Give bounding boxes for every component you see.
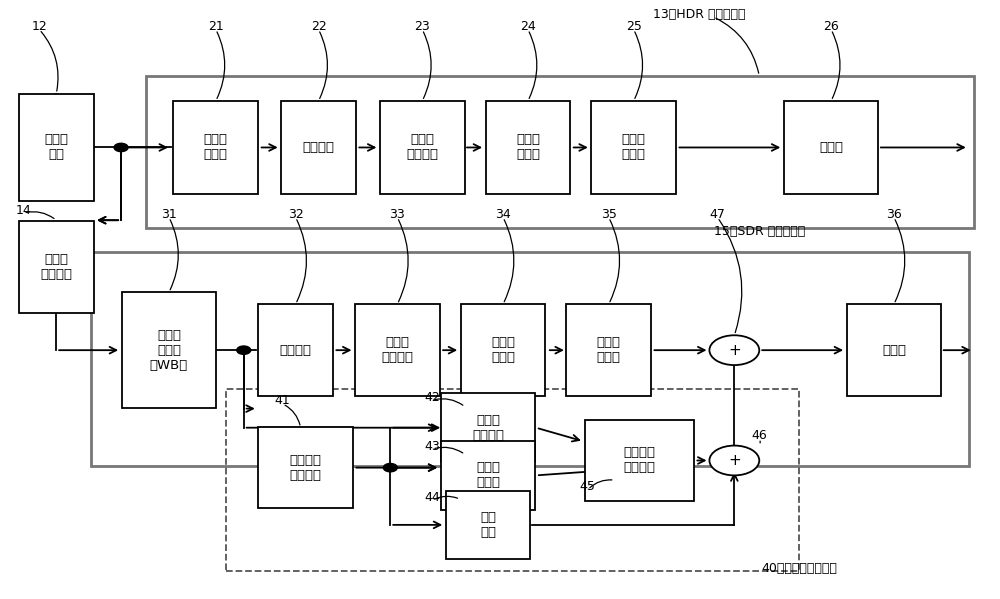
Text: 32: 32: [288, 208, 303, 222]
Text: 24: 24: [520, 20, 536, 33]
Text: 放大
单元: 放大 单元: [480, 511, 496, 539]
Circle shape: [114, 143, 128, 152]
Circle shape: [709, 335, 759, 365]
Bar: [380, 101, 465, 193]
Text: 13（HDR 处理单元）: 13（HDR 处理单元）: [653, 8, 746, 21]
Text: 格式器: 格式器: [882, 344, 906, 356]
Text: 44: 44: [424, 491, 440, 504]
Text: 伽玛校
正单元: 伽玛校 正单元: [622, 134, 646, 162]
Bar: [784, 101, 878, 193]
Text: 34: 34: [495, 208, 511, 222]
Text: 21: 21: [208, 20, 224, 33]
Bar: [258, 428, 353, 508]
Text: 边缘增强
处理单元: 边缘增强 处理单元: [624, 446, 656, 474]
Circle shape: [709, 446, 759, 476]
Text: 26: 26: [823, 20, 839, 33]
Bar: [91, 252, 969, 467]
Text: 25: 25: [626, 20, 642, 33]
Text: +: +: [728, 453, 741, 468]
Text: 边缘提
取单元: 边缘提 取单元: [476, 461, 500, 489]
Text: 40（校正处理单元）: 40（校正处理单元）: [761, 562, 837, 576]
Bar: [441, 394, 535, 462]
Circle shape: [383, 464, 397, 472]
Text: 22: 22: [311, 20, 326, 33]
Bar: [847, 304, 941, 397]
Text: 对比度
提取单元: 对比度 提取单元: [472, 414, 504, 441]
Text: 23: 23: [414, 20, 430, 33]
Text: 15（SDR 处理单元）: 15（SDR 处理单元）: [714, 225, 805, 238]
Text: 46: 46: [751, 429, 767, 442]
Text: 14: 14: [15, 204, 31, 217]
Bar: [281, 101, 356, 193]
Text: 细节处
理单元: 细节处 理单元: [516, 134, 540, 162]
Text: 增益调
节单元: 增益调 节单元: [204, 134, 228, 162]
Text: 42: 42: [424, 391, 440, 404]
Text: 拐点处
理单元: 拐点处 理单元: [491, 336, 515, 364]
Text: 33: 33: [389, 208, 405, 222]
Text: 增益调
节单元
（WB）: 增益调 节单元 （WB）: [150, 329, 188, 371]
Text: 伽玛校
正单元: 伽玛校 正单元: [597, 336, 621, 364]
Text: 黑电平
校正单元: 黑电平 校正单元: [406, 134, 438, 162]
Bar: [461, 304, 545, 397]
Text: 47: 47: [709, 208, 725, 222]
Text: 31: 31: [161, 208, 177, 222]
Text: 分辨率
变换单元: 分辨率 变换单元: [40, 253, 72, 281]
Text: 格式器: 格式器: [819, 141, 843, 154]
Bar: [173, 101, 258, 193]
Text: 36: 36: [886, 208, 902, 222]
Bar: [122, 292, 216, 409]
Text: 矩阵单元: 矩阵单元: [280, 344, 312, 356]
Circle shape: [237, 346, 251, 355]
Bar: [258, 304, 333, 397]
Text: 目标区域
控制单元: 目标区域 控制单元: [290, 453, 322, 482]
Text: 43: 43: [424, 440, 440, 453]
Text: +: +: [728, 343, 741, 358]
Bar: [486, 101, 570, 193]
Bar: [146, 76, 974, 228]
Text: 35: 35: [601, 208, 617, 222]
Text: 12: 12: [31, 20, 47, 33]
Bar: [19, 94, 94, 201]
Bar: [19, 220, 94, 313]
Text: 45: 45: [580, 480, 596, 493]
Text: 预处理
单元: 预处理 单元: [44, 134, 68, 162]
Text: 矩阵单元: 矩阵单元: [303, 141, 335, 154]
Text: 黑电平
校正单元: 黑电平 校正单元: [381, 336, 413, 364]
Bar: [226, 389, 799, 571]
Bar: [446, 491, 530, 559]
Bar: [441, 441, 535, 510]
Bar: [585, 420, 694, 501]
Bar: [566, 304, 651, 397]
Bar: [355, 304, 440, 397]
Bar: [591, 101, 676, 193]
Text: 41: 41: [275, 394, 290, 407]
